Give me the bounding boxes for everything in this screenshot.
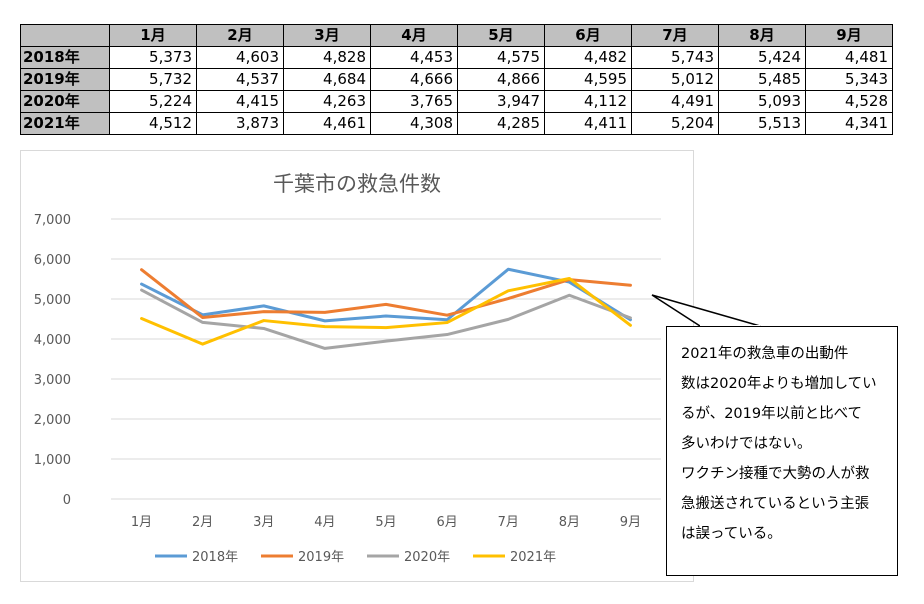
- year-label: 2020年: [20, 90, 110, 113]
- table-cell: 4,411: [544, 112, 632, 135]
- table-cell: 4,263: [283, 90, 371, 113]
- callout-line: は誤っている。: [681, 526, 782, 542]
- year-label: 2021年: [20, 112, 110, 135]
- y-tick-label: 5,000: [34, 293, 71, 308]
- table-cell: 5,485: [718, 68, 806, 91]
- legend-label: 2020年: [404, 550, 450, 565]
- table-cell: 5,204: [631, 112, 719, 135]
- x-tick-label: 6月: [436, 515, 457, 530]
- callout-line: 多いわけではない。: [681, 436, 812, 452]
- x-tick-label: 8月: [559, 515, 580, 530]
- x-tick-label: 9月: [620, 515, 641, 530]
- month-header: 3月: [283, 24, 371, 47]
- month-header: 5月: [457, 24, 545, 47]
- table-cell: 4,112: [544, 90, 632, 113]
- y-tick-label: 0: [63, 493, 71, 508]
- table-corner-cell: [20, 24, 110, 47]
- x-tick-label: 1月: [131, 515, 152, 530]
- y-tick-label: 2,000: [34, 413, 71, 428]
- table-row: 2019年 5,732 4,537 4,684 4,666 4,866 4,595 5,012…: [20, 68, 893, 91]
- callout-line: 数は2020年よりも増加してい: [681, 376, 877, 392]
- chart-title: 千葉市の救急件数: [273, 172, 441, 196]
- table-cell: 4,341: [805, 112, 893, 135]
- table-cell: 5,513: [718, 112, 806, 135]
- x-tick-label: 3月: [253, 515, 274, 530]
- table-cell: 3,765: [370, 90, 458, 113]
- y-tick-label: 1,000: [34, 453, 71, 468]
- callout-line: 2021年の救急車の出動件: [681, 346, 849, 362]
- table-cell: 3,873: [196, 112, 284, 135]
- y-tick-label: 4,000: [34, 333, 71, 348]
- legend-label: 2019年: [298, 550, 344, 565]
- y-tick-label: 6,000: [34, 253, 71, 268]
- legend-label: 2018年: [192, 550, 238, 565]
- table-row: 2018年 5,373 4,603 4,828 4,453 4,575 4,482 5,743…: [20, 46, 893, 69]
- data-table: 1月 2月 3月 4月 5月 6月 7月 8月 9月 2018年 5,373 4,6…: [20, 24, 893, 135]
- table-cell: 4,603: [196, 46, 284, 69]
- table-cell: 4,461: [283, 112, 371, 135]
- callout-line: るが、2019年以前と比べて: [681, 406, 863, 422]
- table-row: 2020年 5,224 4,415 4,263 3,765 3,947 4,112 4,491…: [20, 90, 893, 113]
- month-header: 8月: [718, 24, 806, 47]
- table-cell: 4,308: [370, 112, 458, 135]
- legend-label: 2021年: [510, 550, 556, 565]
- annotation-callout: 2021年の救急車の出動件 数は2020年よりも増加してい るが、2019年以前…: [666, 326, 898, 576]
- x-tick-label: 4月: [314, 515, 335, 530]
- y-tick-label: 7,000: [34, 213, 71, 228]
- x-tick-label: 7月: [498, 515, 519, 530]
- line-chart: 千葉市の救急件数 0 1,000 2,000 3,000 4,000 5,000 6,000…: [34, 172, 661, 565]
- table-cell: 4,866: [457, 68, 545, 91]
- month-header: 9月: [805, 24, 893, 47]
- table-cell: 4,491: [631, 90, 719, 113]
- table-cell: 5,373: [109, 46, 197, 69]
- table-cell: 4,537: [196, 68, 284, 91]
- year-label: 2019年: [20, 68, 110, 91]
- chart-area: 千葉市の救急件数 0 1,000 2,000 3,000 4,000 5,000 6,000…: [20, 150, 694, 582]
- table-cell: 4,285: [457, 112, 545, 135]
- x-tick-label: 2月: [192, 515, 213, 530]
- x-tick-label: 5月: [375, 515, 396, 530]
- table-header-row: 1月 2月 3月 4月 5月 6月 7月 8月 9月: [20, 24, 893, 47]
- month-header: 1月: [109, 24, 197, 47]
- table-cell: 5,743: [631, 46, 719, 69]
- callout-line: 急搬送されているという主張: [681, 496, 870, 512]
- table-cell: 4,666: [370, 68, 458, 91]
- callout-line: ワクチン接種で大勢の人が救: [681, 466, 870, 482]
- y-tick-label: 3,000: [34, 373, 71, 388]
- table-cell: 4,528: [805, 90, 893, 113]
- table-row: 2021年 4,512 3,873 4,461 4,308 4,285 4,411 5,204…: [20, 112, 893, 135]
